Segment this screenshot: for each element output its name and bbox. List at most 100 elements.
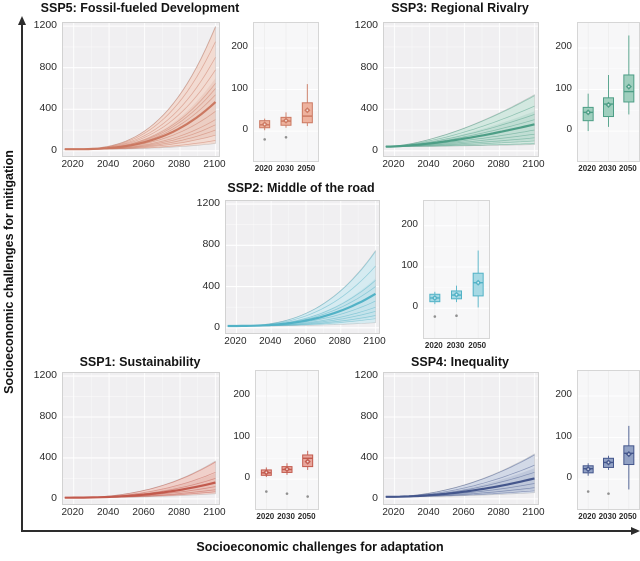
axis-tick-label: 200 [231,40,248,52]
ssp2-box-chart [423,200,490,339]
axis-tick-label: 1200 [33,19,57,32]
axis-tick-label: 2020 [578,164,597,173]
axis-tick-label: 2060 [132,507,155,518]
axis-tick-label: 2020 [224,336,247,347]
axis-tick-label: 0 [244,472,250,484]
ssp3-box-chart [577,22,640,162]
x-axis-label: Socioeconomic challenges for adaptation [196,540,444,554]
inner-uncertainty-band [64,473,216,498]
scenario-line [385,95,535,147]
axis-tick-label: 2080 [167,159,191,170]
panel-title-ssp4: SSP4: Inequality [411,355,509,369]
axis-tick-label: 400 [360,450,378,463]
inner-uncertainty-band [385,111,535,147]
box-2030 [280,112,292,139]
box-2030 [603,455,614,495]
ssp2-line-chart [225,200,380,334]
axis-tick-label: 2030 [598,164,617,173]
axis-tick-label: 1200 [33,369,57,382]
axis-tick-label: 0 [51,143,57,156]
axis-tick-label: 100 [233,430,250,442]
axis-tick-label: 0 [51,491,57,504]
axis-tick-label: 2020 [382,159,405,170]
inner-uncertainty-band [64,78,216,150]
axis-tick-label: 2100 [203,507,226,518]
ssp1-box-chart [255,370,319,510]
axis-tick-label: 400 [39,450,57,463]
outlier-dot [607,492,610,495]
axis-tick-label: 2020 [61,507,84,518]
axis-tick-label: 2040 [259,336,282,347]
ssp5-line-chart [62,22,220,157]
box-2050 [302,450,314,498]
axis-tick-label: 2050 [618,164,637,173]
inner-uncertainty-band [227,278,376,326]
axis-tick-label: 2020 [61,159,84,170]
axis-tick-label: 2030 [446,341,465,350]
outlier-dot [433,315,437,318]
axis-tick-label: 2050 [618,512,637,521]
axis-tick-label: 0 [242,124,248,136]
axis-tick-label: 2020 [424,341,443,350]
axis-tick-label: 1200 [196,197,220,210]
axis-tick-label: 0 [412,301,418,313]
axis-tick-label: 2030 [277,512,295,521]
axis-tick-label: 200 [555,40,572,52]
axis-tick-label: 800 [39,60,57,73]
axis-tick-label: 2020 [254,164,273,173]
y-axis-arrow [17,16,26,532]
axis-tick-label: 2060 [452,507,475,518]
axis-tick-label: 0 [566,472,572,484]
box-2020 [259,118,271,141]
box-2050 [623,35,635,115]
main-trend-line [227,292,377,328]
axis-tick-label: 2050 [297,512,316,521]
axis-tick-label: 2080 [328,336,351,347]
main-trend-line [64,481,216,499]
axis-tick-label: 800 [360,410,378,422]
outlier-dot [586,490,590,493]
ssp3-line-chart [383,22,539,157]
box-2050 [623,425,635,490]
axis-tick-label: 2060 [132,159,155,170]
axis-tick-label: 0 [214,320,220,333]
axis-tick-label: 1200 [354,19,378,32]
axis-tick-label: 2040 [417,507,440,518]
outlier-dot [284,136,288,139]
axis-tick-label: 2020 [382,507,405,518]
axis-tick-label: 0 [372,491,378,504]
axis-tick-label: 2040 [417,159,440,170]
main-trend-line [64,101,217,151]
axis-tick-label: 200 [555,388,572,400]
box-2050 [472,250,484,308]
box-2030 [451,285,462,318]
axis-tick-label: 2030 [276,164,294,173]
ssp5-box-chart [253,22,319,162]
outlier-dot [306,495,309,498]
box-2020 [582,463,594,493]
x-axis-arrow [21,526,640,535]
axis-tick-label: 2100 [363,336,386,347]
box-2030 [281,463,293,495]
axis-tick-label: 400 [202,279,220,292]
outlier-dot [265,490,268,493]
axis-tick-label: 100 [555,82,572,94]
axis-tick-label: 2060 [293,336,317,347]
panel-title-ssp3: SSP3: Regional Rivalry [391,1,529,15]
box-2020 [582,93,594,132]
ssp4-box-chart [577,370,640,510]
axis-tick-label: 400 [360,102,378,115]
y-axis-label: Socioeconomic challenges for mitigation [2,150,16,394]
axis-tick-label: 2040 [96,507,120,518]
axis-tick-label: 2060 [452,159,475,170]
axis-tick-label: 800 [360,60,378,73]
axis-tick-label: 400 [39,102,57,115]
panel-title-ssp5: SSP5: Fossil-fueled Development [40,1,240,15]
main-trend-line [385,477,535,498]
panel-title-ssp1: SSP1: Sustainability [79,355,201,369]
axis-tick-label: 100 [401,260,418,272]
axis-tick-label: 800 [39,410,57,422]
outlier-dot [285,492,289,495]
outlier-dot [455,314,458,318]
box-2030 [603,74,614,127]
